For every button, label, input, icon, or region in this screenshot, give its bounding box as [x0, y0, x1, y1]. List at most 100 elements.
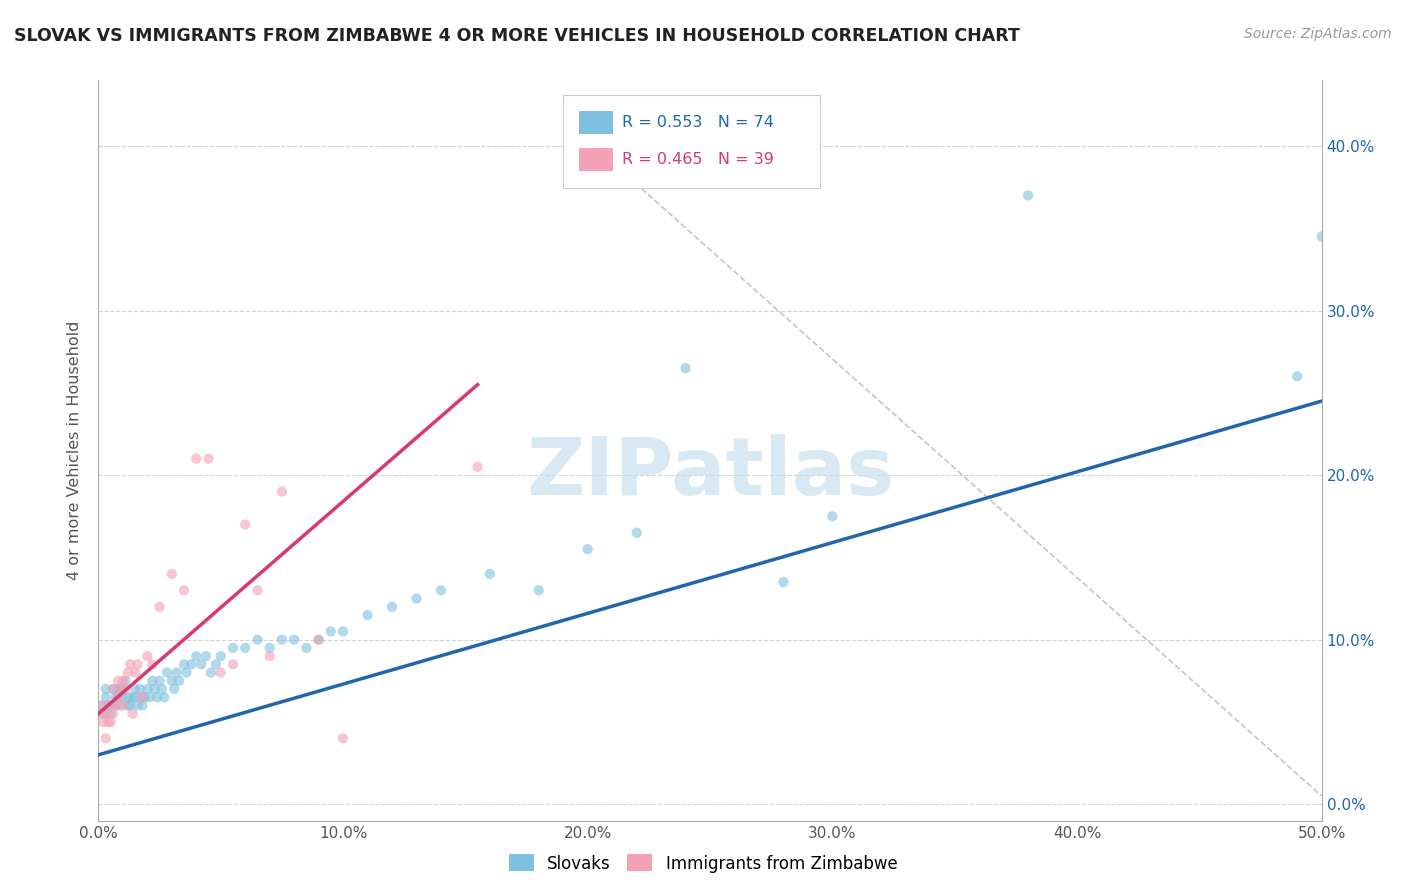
Point: [110, 698, 132, 713]
Point: [259, 640, 281, 655]
Point: [146, 690, 169, 705]
Point: [124, 690, 146, 705]
Point: [576, 542, 599, 557]
Point: [117, 698, 139, 713]
Point: [124, 681, 146, 696]
Point: [111, 681, 134, 696]
Point: [100, 698, 122, 713]
Point: [173, 583, 195, 598]
Point: [195, 649, 218, 664]
Point: [176, 665, 198, 680]
Point: [94, 731, 117, 746]
Text: R = 0.465   N = 39: R = 0.465 N = 39: [621, 152, 773, 167]
Point: [270, 632, 294, 647]
Text: ZIPatlas: ZIPatlas: [526, 434, 894, 512]
Point: [131, 690, 153, 705]
Point: [675, 361, 697, 376]
Point: [200, 665, 222, 680]
FancyBboxPatch shape: [579, 111, 613, 135]
Point: [111, 698, 134, 713]
Point: [101, 706, 124, 721]
Point: [308, 632, 330, 647]
Point: [120, 657, 142, 672]
Point: [101, 681, 124, 696]
Point: [149, 599, 172, 614]
Point: [160, 566, 183, 581]
Point: [117, 665, 139, 680]
Point: [90, 698, 112, 713]
Point: [527, 583, 550, 598]
Point: [143, 681, 166, 696]
Point: [308, 632, 330, 647]
Point: [94, 681, 117, 696]
Point: [110, 681, 132, 696]
FancyBboxPatch shape: [579, 148, 613, 171]
Point: [129, 681, 152, 696]
Point: [90, 706, 112, 721]
Point: [100, 706, 122, 721]
Point: [124, 665, 146, 680]
Point: [153, 690, 176, 705]
Point: [332, 731, 354, 746]
Point: [107, 690, 129, 705]
Point: [141, 657, 163, 672]
Point: [160, 673, 183, 688]
Point: [209, 665, 232, 680]
Point: [626, 525, 648, 540]
Point: [319, 624, 342, 639]
Point: [478, 566, 501, 581]
Point: [100, 714, 122, 729]
Point: [149, 673, 172, 688]
Point: [246, 583, 269, 598]
Point: [104, 698, 127, 713]
Point: [180, 657, 202, 672]
Point: [222, 640, 245, 655]
Point: [136, 681, 159, 696]
Point: [197, 451, 219, 466]
Text: R = 0.553   N = 74: R = 0.553 N = 74: [621, 115, 773, 130]
Point: [430, 583, 453, 598]
Point: [94, 706, 117, 721]
Y-axis label: 4 or more Vehicles in Household: 4 or more Vehicles in Household: [67, 321, 83, 580]
Point: [163, 681, 186, 696]
Point: [356, 607, 378, 622]
Point: [104, 690, 127, 705]
Point: [111, 673, 134, 688]
Point: [111, 690, 134, 705]
Point: [295, 640, 318, 655]
Point: [167, 673, 190, 688]
Point: [127, 657, 149, 672]
Point: [270, 484, 294, 499]
Point: [136, 649, 159, 664]
Point: [156, 665, 179, 680]
Point: [173, 657, 195, 672]
Point: [1310, 229, 1333, 244]
Point: [190, 657, 212, 672]
Point: [114, 673, 136, 688]
Point: [97, 714, 120, 729]
Point: [209, 649, 232, 664]
Point: [1286, 369, 1309, 384]
Point: [131, 698, 153, 713]
Point: [772, 575, 794, 590]
Text: Source: ZipAtlas.com: Source: ZipAtlas.com: [1244, 27, 1392, 41]
Point: [107, 681, 129, 696]
Point: [166, 665, 188, 680]
Point: [97, 698, 120, 713]
Point: [127, 698, 149, 713]
Point: [94, 690, 117, 705]
Point: [91, 706, 114, 721]
Text: SLOVAK VS IMMIGRANTS FROM ZIMBABWE 4 OR MORE VEHICLES IN HOUSEHOLD CORRELATION C: SLOVAK VS IMMIGRANTS FROM ZIMBABWE 4 OR …: [14, 27, 1019, 45]
Point: [233, 640, 256, 655]
FancyBboxPatch shape: [564, 95, 820, 187]
Point: [91, 714, 114, 729]
Point: [139, 690, 162, 705]
Point: [283, 632, 305, 647]
Point: [821, 509, 844, 524]
Point: [101, 681, 124, 696]
Point: [107, 673, 129, 688]
Point: [131, 690, 153, 705]
Point: [104, 698, 127, 713]
Point: [141, 673, 163, 688]
Point: [186, 649, 208, 664]
